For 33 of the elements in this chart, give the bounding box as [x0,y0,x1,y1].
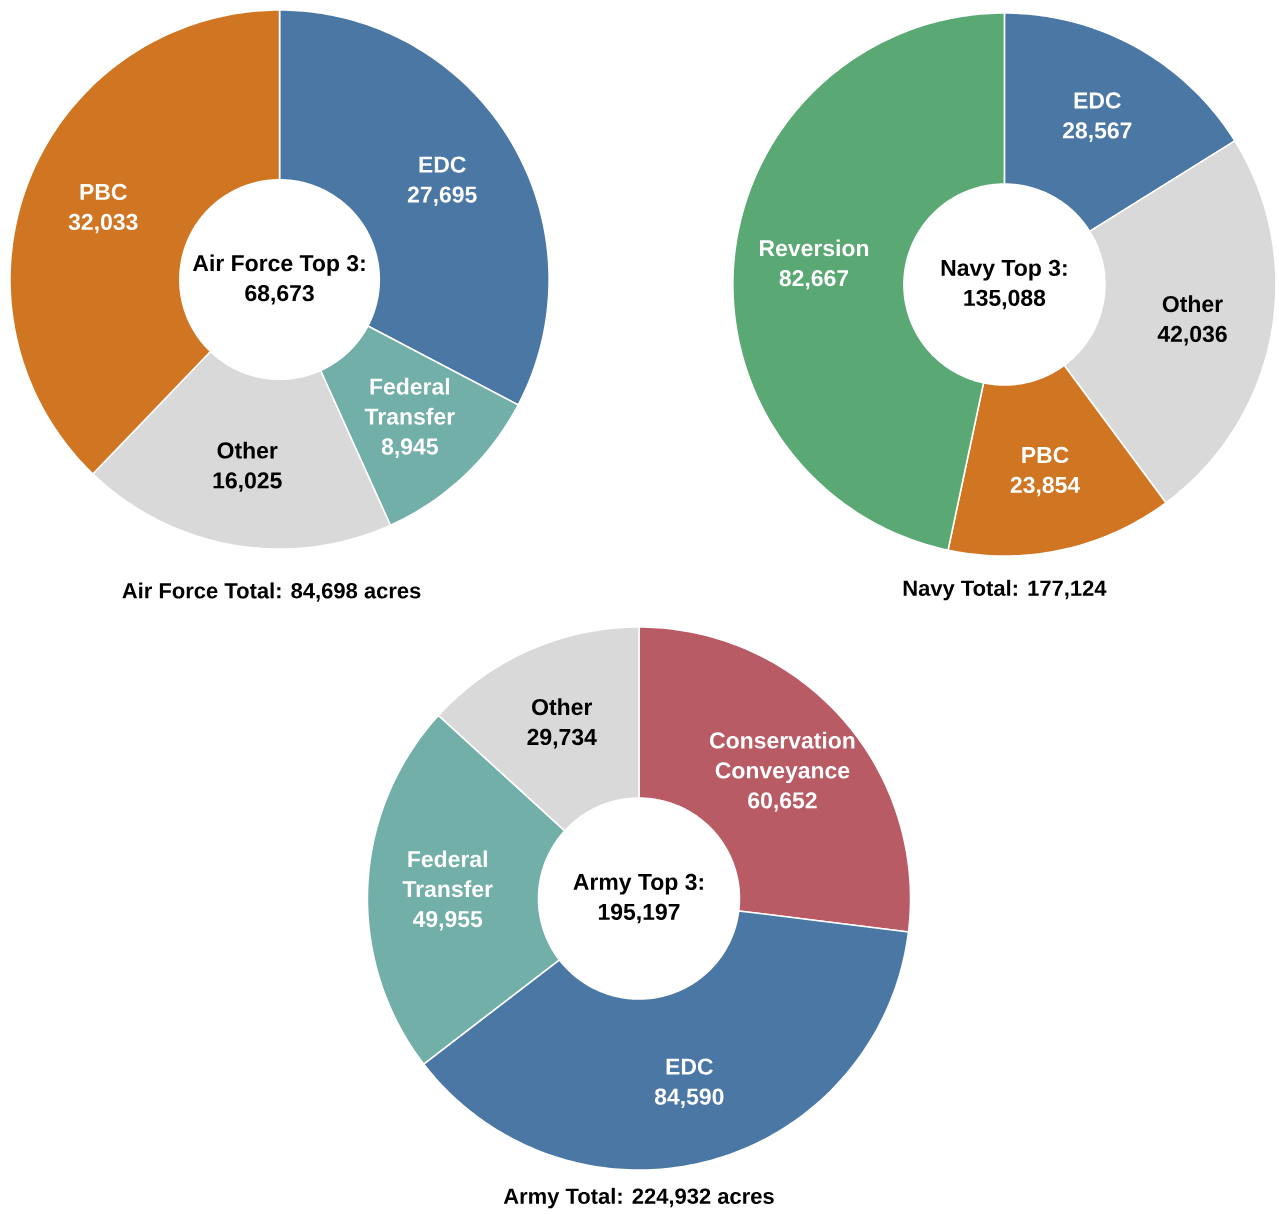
slice-label: Reversion [760,239,869,257]
slice-label: Conservation Conveyance [710,731,855,784]
text: Army Top 3: [573,873,703,895]
data-label: 32,033 [68,213,138,234]
data-label: 42,036 [1157,325,1227,346]
data-label: 28,567 [1062,122,1132,142]
data-label: 84,590 [654,1088,724,1109]
slice-label: Federal Transfer [364,377,455,425]
text: 68,673 [245,285,314,305]
text: Air Force Top 3: [192,254,365,276]
data-label: 82,667 [779,270,849,290]
text: Navy Total: 177,124 [903,579,1107,601]
text: 195,197 [598,903,680,924]
data-label: 23,854 [1010,476,1081,497]
slice-label: PBC [80,183,127,201]
data-label: 27,695 [407,186,477,207]
slice-label: EDC [666,1058,713,1075]
text: 135,088 [964,289,1046,310]
slice-label: EDC [1074,92,1121,109]
data-label: 8,945 [381,438,438,458]
slice-label: EDC [419,156,466,173]
data-label: 29,734 [527,728,597,749]
slice-label: Other [217,441,278,459]
text: Navy Top 3: [941,259,1067,281]
slice-label: Other [532,698,593,716]
slice-label: Other [1162,295,1223,313]
data-label: 16,025 [213,472,282,492]
text: Air Force Total: 84,698 acres [122,582,421,602]
slice-label: Federal Transfer [402,850,493,898]
data-label: 49,955 [412,910,483,931]
text: Army Total: 224,932 acres [503,1187,774,1209]
data-label: 60,652 [748,792,817,812]
slice-label: PBC [1022,446,1069,464]
